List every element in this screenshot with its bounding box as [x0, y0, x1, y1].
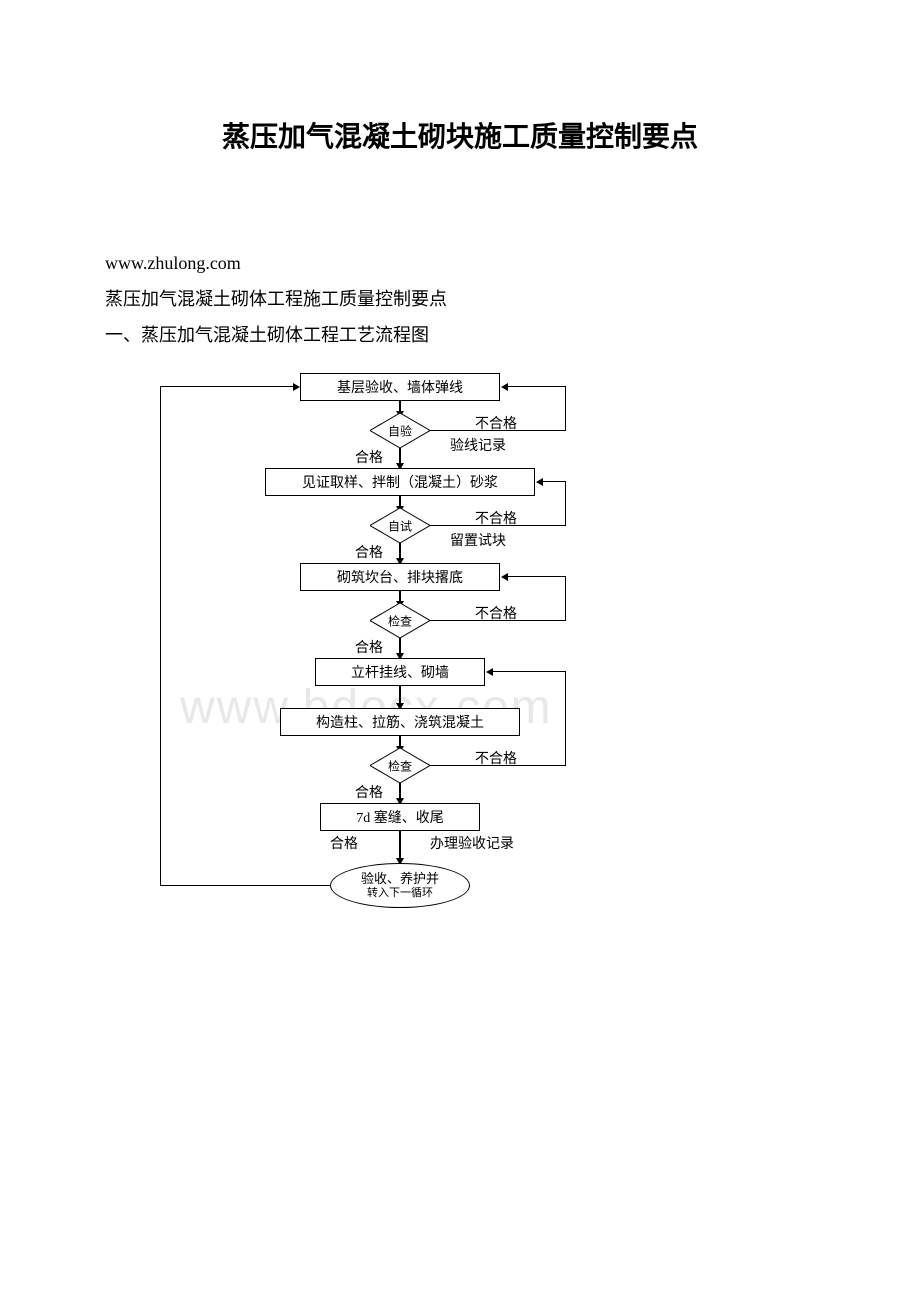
step5-box: 构造柱、拉筋、浇筑混凝土	[280, 708, 520, 736]
step1-box: 基层验收、墙体弹线	[300, 373, 500, 401]
pass5: 合格	[330, 833, 358, 853]
end-terminator: 验收、养护并 转入下一循环	[330, 863, 470, 908]
dec1-pass: 合格	[355, 447, 383, 467]
document-title: 蒸压加气混凝土砌块施工质量控制要点	[0, 115, 920, 155]
source-url: www.zhulong.com	[105, 245, 920, 281]
section-heading: 一、蒸压加气混凝土砌体工程工艺流程图	[105, 317, 920, 353]
subtitle: 蒸压加气混凝土砌体工程施工质量控制要点	[105, 281, 920, 317]
decision1: 自验	[370, 413, 430, 448]
dec4-pass: 合格	[355, 782, 383, 802]
dec1-side: 验线记录	[450, 435, 506, 455]
side5: 办理验收记录	[430, 833, 514, 853]
decision4: 检查	[370, 748, 430, 783]
step4-box: 立杆挂线、砌墙	[315, 658, 485, 686]
dec3-pass: 合格	[355, 637, 383, 657]
decision2: 自试	[370, 508, 430, 543]
decision3: 检查	[370, 603, 430, 638]
flowchart: 基层验收、墙体弹线 自验 不合格 验线记录 合格 见证取样、拌制（混凝土）砂浆 …	[105, 373, 755, 993]
dec2-side: 留置试块	[450, 530, 506, 550]
dec2-pass: 合格	[355, 542, 383, 562]
step3-box: 砌筑坎台、排块撂底	[300, 563, 500, 591]
step6-box: 7d 塞缝、收尾	[320, 803, 480, 831]
step2-box: 见证取样、拌制（混凝土）砂浆	[265, 468, 535, 496]
